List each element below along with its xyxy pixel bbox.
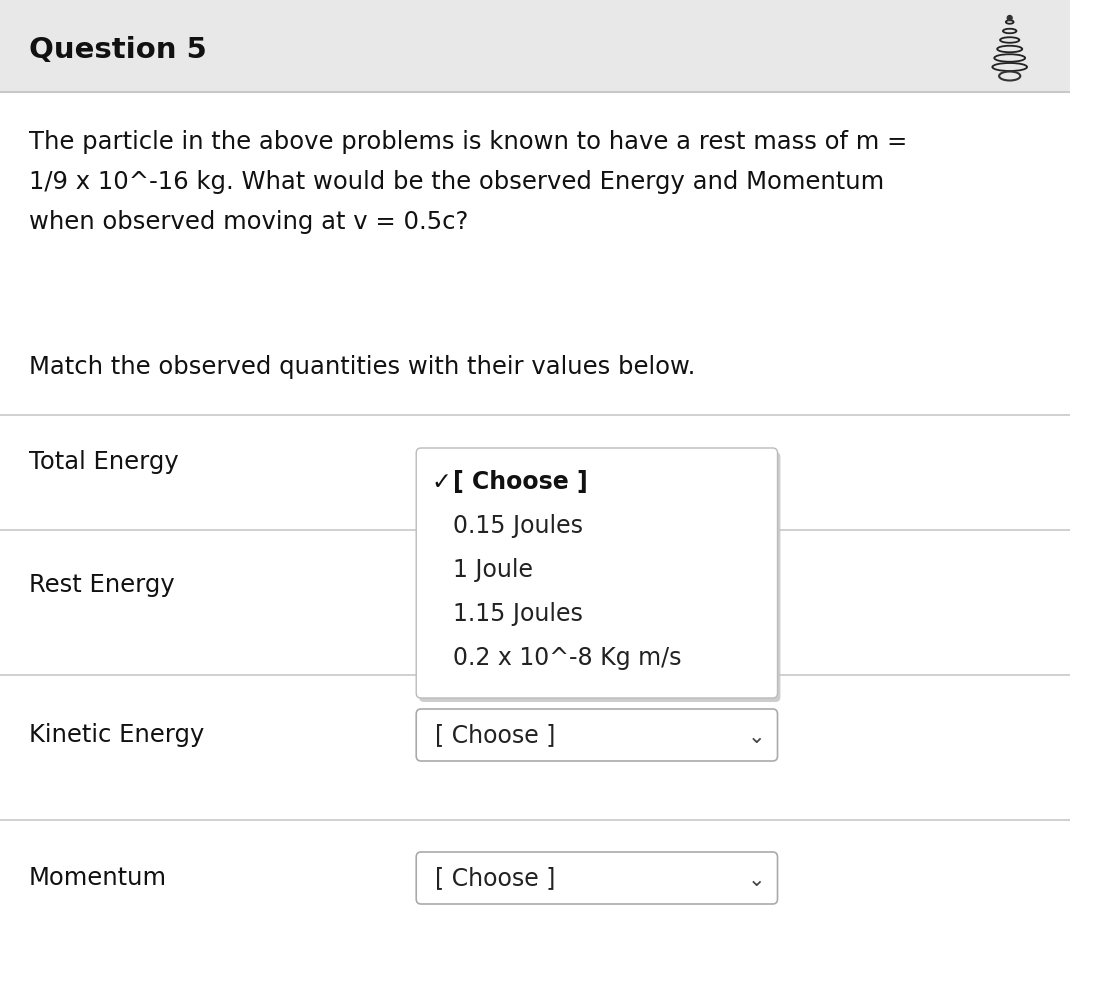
- Text: 0.2 x 10^-8 Kg m/s: 0.2 x 10^-8 Kg m/s: [453, 646, 681, 670]
- Text: Momentum: Momentum: [29, 866, 167, 890]
- Text: ⌄: ⌄: [748, 727, 765, 747]
- Text: Kinetic Energy: Kinetic Energy: [29, 723, 204, 747]
- Text: Question 5: Question 5: [29, 36, 207, 64]
- Bar: [0, 0, 1070, 92]
- Text: Total Energy: Total Energy: [29, 450, 179, 474]
- Text: when observed moving at v = 0.5c?: when observed moving at v = 0.5c?: [29, 210, 468, 234]
- Text: 0.15 Joules: 0.15 Joules: [453, 514, 583, 538]
- Ellipse shape: [1008, 16, 1012, 21]
- Text: [ Choose ]: [ Choose ]: [453, 470, 588, 494]
- Text: 1/9 x 10^-16 kg. What would be the observed Energy and Momentum: 1/9 x 10^-16 kg. What would be the obser…: [29, 170, 884, 194]
- FancyBboxPatch shape: [417, 448, 778, 698]
- FancyBboxPatch shape: [417, 852, 778, 904]
- Text: [ Choose ]: [ Choose ]: [436, 866, 556, 890]
- Text: [ Choose ]: [ Choose ]: [436, 723, 556, 747]
- Text: The particle in the above problems is known to have a rest mass of m =: The particle in the above problems is kn…: [29, 130, 908, 154]
- Text: ⌄: ⌄: [748, 870, 765, 890]
- FancyBboxPatch shape: [417, 709, 778, 761]
- Text: ✓: ✓: [432, 470, 451, 494]
- FancyBboxPatch shape: [419, 452, 780, 702]
- Text: 1 Joule: 1 Joule: [453, 558, 533, 582]
- Text: Rest Energy: Rest Energy: [29, 573, 174, 597]
- Text: 1.15 Joules: 1.15 Joules: [453, 602, 582, 626]
- Text: Match the observed quantities with their values below.: Match the observed quantities with their…: [29, 355, 695, 379]
